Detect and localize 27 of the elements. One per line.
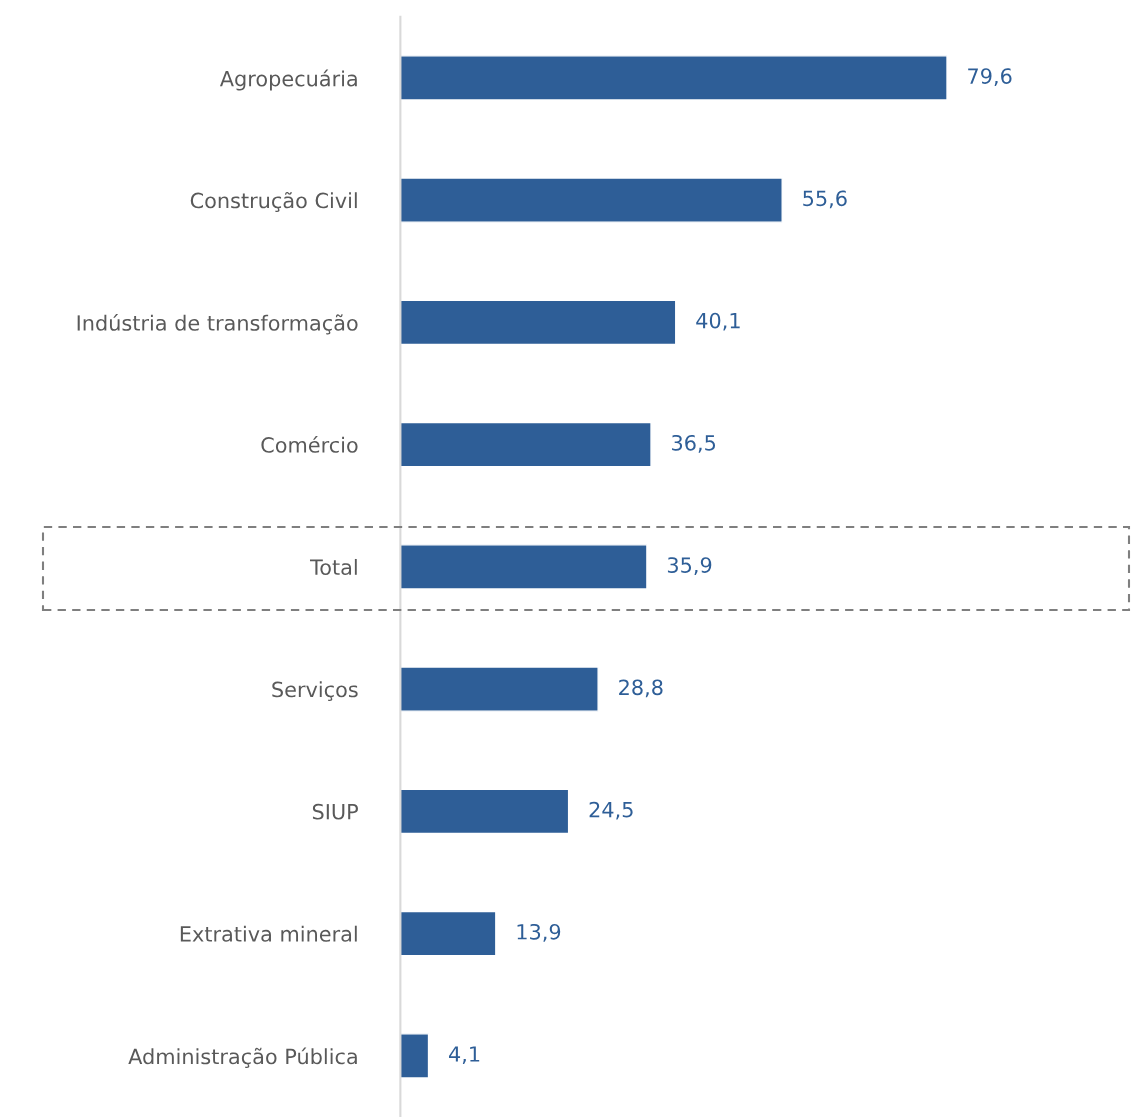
y-tick-label: Extrativa mineral: [180, 925, 357, 942]
bar: [400, 544, 648, 590]
bar: [400, 1033, 430, 1079]
bar: [400, 788, 570, 835]
y-tick-label: Construção Civil: [190, 191, 357, 213]
data-label: 36,5: [672, 434, 716, 453]
data-label: 55,6: [803, 190, 847, 209]
y-tick-label: Indústria de transformação: [77, 313, 358, 335]
y-tick-label: Serviços: [272, 681, 358, 702]
bar: [400, 421, 652, 468]
y-tick-label: Total: [309, 558, 357, 576]
data-label: 28,8: [619, 679, 663, 698]
data-label: 40,1: [696, 312, 740, 331]
y-tick-label: Comércio: [261, 435, 358, 453]
y-tick-label: Administração Pública: [128, 1047, 357, 1069]
data-label: 79,6: [968, 68, 1012, 87]
bar: [400, 177, 783, 223]
y-tick-label: SIUP: [312, 803, 358, 820]
data-label: 13,9: [517, 923, 561, 942]
bar: [400, 666, 599, 712]
data-label: 24,5: [589, 801, 633, 820]
bar: [400, 55, 948, 101]
bar: [400, 910, 497, 957]
data-label: 35,9: [667, 557, 712, 576]
data-label: 4,1: [448, 1046, 480, 1065]
bar: [400, 299, 677, 346]
y-tick-label: Agropecuária: [219, 69, 357, 91]
